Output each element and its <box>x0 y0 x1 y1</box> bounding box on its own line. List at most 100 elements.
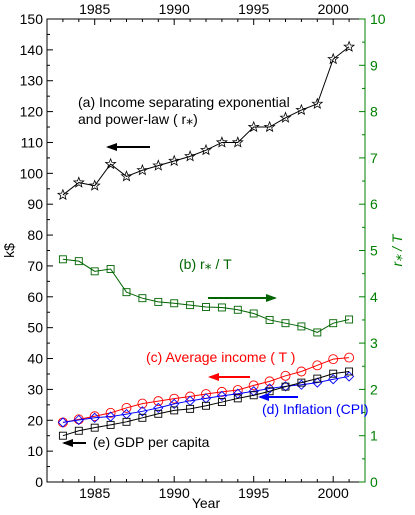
data-point-d <box>200 393 212 404</box>
data-point-a <box>247 120 260 133</box>
data-point-e <box>297 378 306 387</box>
data-point-a <box>104 157 117 170</box>
data-point-d <box>169 398 180 410</box>
data-point-a <box>56 188 69 201</box>
series-label-a-line2: and power-law ( r⁎) <box>78 111 198 127</box>
data-point-a <box>168 154 181 167</box>
x-tick-label: 1990 <box>159 485 190 501</box>
data-point-b <box>58 255 67 264</box>
data-point-b <box>313 328 322 337</box>
data-point-a <box>327 52 340 65</box>
data-point-d <box>264 383 275 394</box>
y-right-tick-label: 6 <box>370 196 378 212</box>
data-point-e <box>233 394 242 403</box>
data-point-b <box>202 303 210 311</box>
y-right-tick-label: 10 <box>370 11 386 27</box>
data-point-b <box>186 301 195 310</box>
y-left-tick-label: 40 <box>27 351 43 367</box>
arrow-a-head <box>106 143 117 151</box>
arrow-c-head <box>208 373 219 381</box>
data-point-c <box>153 396 164 407</box>
y-left-tick-label: 20 <box>27 412 43 428</box>
arrow-d <box>258 393 298 401</box>
data-point-a <box>184 150 197 162</box>
data-point-e <box>265 387 274 396</box>
data-point-b <box>90 267 99 276</box>
data-point-e <box>122 417 131 426</box>
data-point-c <box>296 366 307 377</box>
data-point-a <box>231 136 244 148</box>
x-top-tick-label: 2000 <box>318 1 349 17</box>
x-tick-label: 2000 <box>318 485 349 501</box>
series-label-d: (d) Inflation (CPI) <box>262 401 369 417</box>
arrow-d-head <box>258 393 269 401</box>
data-point-b <box>154 297 163 306</box>
data-point-a <box>136 163 149 176</box>
data-point-a <box>343 40 356 52</box>
data-point-e <box>106 420 115 429</box>
y-left-title: k$ <box>1 243 17 258</box>
data-point-b <box>249 309 258 318</box>
data-point-a <box>152 159 165 171</box>
data-point-e <box>154 409 163 418</box>
series-line-a <box>62 46 350 196</box>
data-point-c <box>137 398 148 409</box>
series-line-b <box>62 258 350 334</box>
x-top-tick-label: 1990 <box>159 1 190 17</box>
y-right-tick-label: 1 <box>370 428 378 444</box>
data-point-e <box>313 374 322 383</box>
data-point-e <box>202 401 210 410</box>
data-point-b <box>297 322 306 331</box>
data-point-e <box>74 426 83 435</box>
data-point-e <box>138 413 147 422</box>
data-point-c <box>248 380 259 391</box>
arrow-c <box>208 373 250 381</box>
data-point-a <box>279 111 292 123</box>
y-right-tick-label: 0 <box>370 474 378 490</box>
data-point-a <box>263 120 276 133</box>
data-point-d <box>328 374 339 385</box>
series-e <box>58 367 354 440</box>
y-left-tick-label: 10 <box>27 443 43 459</box>
data-point-a <box>295 103 308 116</box>
data-point-c <box>328 354 339 365</box>
data-point-c <box>105 407 116 418</box>
data-point-a <box>72 176 85 188</box>
y-left-tick-label: 30 <box>27 381 43 397</box>
data-point-b <box>138 294 147 303</box>
data-point-e <box>186 404 195 413</box>
y-right-tick-label: 4 <box>370 289 378 305</box>
y-right-tick-label: 5 <box>370 243 378 259</box>
y-left-tick-label: 60 <box>27 289 43 305</box>
y-left-tick-label: 80 <box>27 227 43 243</box>
data-point-e <box>217 398 226 407</box>
x-tick-label: 1995 <box>238 485 269 501</box>
data-point-a <box>215 136 228 148</box>
series-label-c: (c) Average income ( T ) <box>146 349 295 365</box>
arrow-e-head <box>62 439 73 447</box>
y-left-tick-label: 120 <box>20 104 44 120</box>
series-line-d <box>62 375 350 423</box>
data-point-c <box>312 360 323 371</box>
series-c <box>57 352 355 428</box>
y-right-tick-label: 2 <box>370 381 378 397</box>
data-point-b <box>74 257 83 266</box>
y-left-tick-label: 140 <box>20 42 44 58</box>
data-point-b <box>233 305 242 314</box>
data-point-d <box>89 412 100 423</box>
data-point-b <box>122 288 131 297</box>
data-point-a <box>120 170 133 182</box>
data-point-e <box>58 431 67 440</box>
data-point-e <box>170 406 179 415</box>
data-point-d <box>57 417 69 428</box>
data-point-b <box>281 319 290 328</box>
data-point-a <box>199 143 213 156</box>
x-top-tick-label: 1985 <box>79 1 110 17</box>
arrow-e <box>62 439 86 447</box>
arrow-a <box>106 143 150 151</box>
y-left-tick-label: 90 <box>27 196 43 212</box>
data-point-c <box>169 393 180 404</box>
data-point-b <box>265 316 274 324</box>
